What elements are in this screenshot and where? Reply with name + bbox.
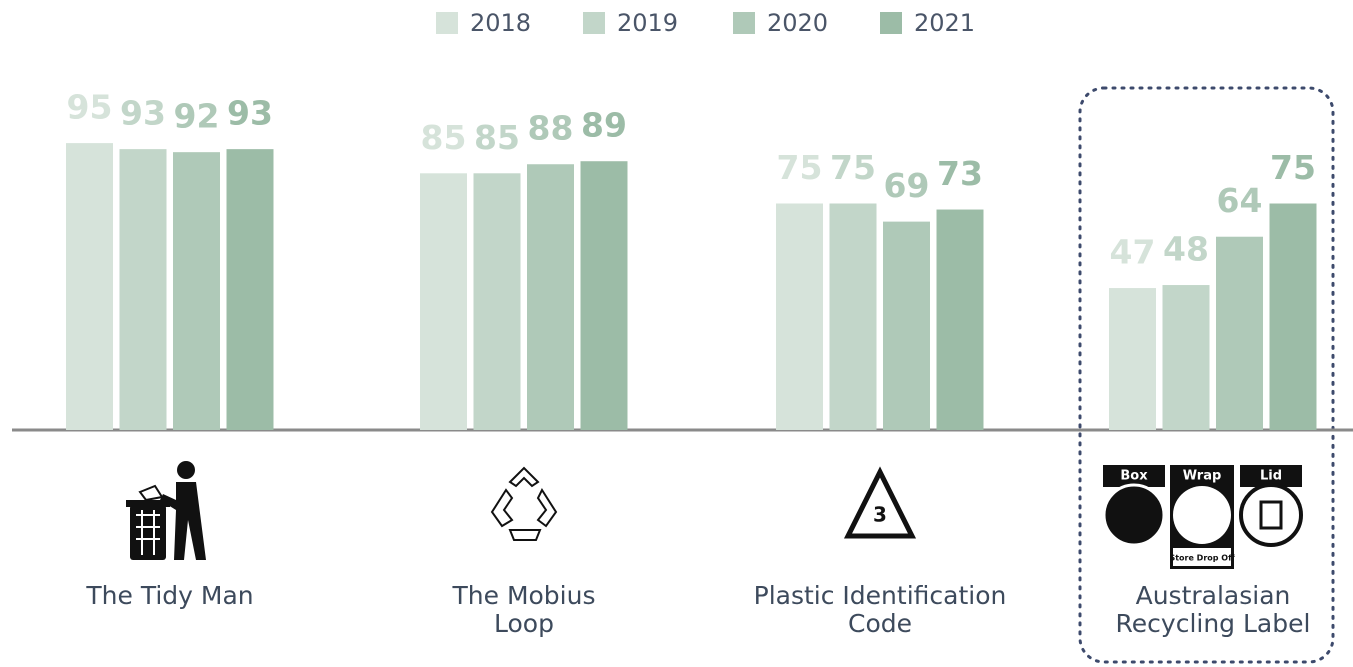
value-label: 75 <box>830 148 876 187</box>
value-label: 93 <box>120 94 166 133</box>
bar <box>173 152 220 430</box>
legend-swatch <box>583 12 605 34</box>
mobius-icon <box>490 466 558 541</box>
bar <box>1109 288 1156 430</box>
legend-label: 2020 <box>767 9 828 37</box>
legend-swatch <box>880 12 902 34</box>
value-label: 73 <box>937 154 983 193</box>
bar <box>883 221 930 430</box>
tidy-man-icon <box>126 461 206 560</box>
icon-text: Box <box>1120 469 1148 484</box>
bar <box>1216 236 1263 430</box>
bar <box>66 143 113 430</box>
highlight-box <box>1078 86 1335 664</box>
bar <box>119 149 167 430</box>
value-label: 48 <box>1163 230 1209 269</box>
bar <box>527 164 574 431</box>
value-label: 75 <box>1270 148 1316 187</box>
category-label: The Tidy Man <box>86 581 254 610</box>
icon-text: 3 <box>873 503 887 527</box>
bar <box>936 209 984 430</box>
value-label: 75 <box>777 148 823 187</box>
legend-label: 2019 <box>617 9 678 37</box>
value-label: 89 <box>581 106 627 145</box>
icon-text: Wrap <box>1183 469 1222 484</box>
value-label: 85 <box>474 118 520 157</box>
category-label: Australasian Recycling Label <box>1115 581 1311 638</box>
bar <box>226 149 274 430</box>
icon-text: Store Drop Off <box>1169 554 1235 563</box>
value-label: 95 <box>67 88 113 127</box>
bar <box>580 161 628 430</box>
icon-text: Lid <box>1260 469 1282 484</box>
value-label: 85 <box>421 118 467 157</box>
plastic-code-icon: 3 <box>843 466 917 539</box>
bar <box>1162 285 1210 430</box>
bar <box>776 203 823 430</box>
legend-label: 2018 <box>470 9 531 37</box>
arl-icon: Box Wrap Store Drop Off Lid <box>1102 465 1303 569</box>
bar <box>473 173 521 431</box>
bar <box>829 203 877 430</box>
value-label: 88 <box>528 109 574 148</box>
legend-swatch <box>733 12 755 34</box>
category-label: Plastic Identification Code <box>753 581 1007 638</box>
value-label: 69 <box>884 166 930 205</box>
legend-swatch <box>436 12 458 34</box>
bar <box>1269 203 1317 430</box>
value-label: 47 <box>1110 233 1156 272</box>
bar <box>420 173 467 431</box>
legend-label: 2021 <box>914 9 975 37</box>
value-label: 64 <box>1217 181 1263 220</box>
category-label: The Mobius Loop <box>452 581 596 638</box>
value-label: 93 <box>227 94 273 133</box>
value-label: 92 <box>174 97 220 136</box>
